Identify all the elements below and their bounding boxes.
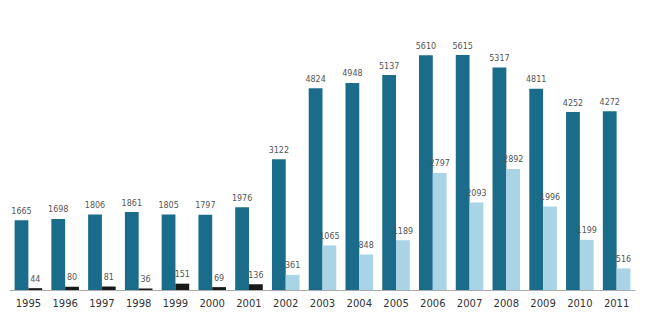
svg-text:1805: 1805 (158, 201, 178, 210)
svg-text:2003: 2003 (310, 298, 335, 309)
svg-text:1997: 1997 (89, 298, 114, 309)
svg-text:1665: 1665 (11, 207, 31, 216)
svg-text:516: 516 (616, 255, 631, 264)
svg-text:5137: 5137 (379, 62, 399, 71)
svg-text:2002: 2002 (273, 298, 298, 309)
svg-text:80: 80 (67, 273, 77, 282)
svg-text:1861: 1861 (122, 199, 142, 208)
svg-text:1996: 1996 (540, 193, 560, 202)
svg-text:2010: 2010 (567, 298, 592, 309)
svg-text:4252: 4252 (563, 99, 583, 108)
svg-text:2005: 2005 (383, 298, 408, 309)
svg-text:1189: 1189 (393, 227, 413, 236)
svg-text:1698: 1698 (48, 205, 68, 214)
svg-text:848: 848 (359, 241, 374, 250)
svg-text:2000: 2000 (199, 298, 224, 309)
svg-text:1976: 1976 (232, 194, 252, 203)
svg-text:2007: 2007 (457, 298, 482, 309)
svg-text:36: 36 (140, 275, 150, 284)
svg-text:2008: 2008 (494, 298, 519, 309)
svg-text:3122: 3122 (269, 146, 289, 155)
svg-text:2892: 2892 (503, 155, 523, 164)
svg-text:5615: 5615 (452, 42, 472, 51)
svg-text:1199: 1199 (577, 226, 597, 235)
svg-text:5610: 5610 (416, 42, 436, 51)
svg-text:1999: 1999 (163, 298, 188, 309)
svg-text:69: 69 (214, 274, 224, 283)
svg-text:1998: 1998 (126, 298, 151, 309)
svg-text:4948: 4948 (342, 69, 362, 78)
svg-text:44: 44 (30, 275, 40, 284)
svg-text:2006: 2006 (420, 298, 445, 309)
svg-text:2093: 2093 (466, 189, 486, 198)
svg-text:4811: 4811 (526, 75, 546, 84)
svg-text:1065: 1065 (319, 232, 339, 241)
svg-text:4272: 4272 (600, 98, 620, 107)
svg-text:1797: 1797 (195, 201, 215, 210)
svg-text:1995: 1995 (16, 298, 41, 309)
svg-text:5317: 5317 (489, 54, 509, 63)
svg-text:1996: 1996 (52, 298, 77, 309)
svg-text:2001: 2001 (236, 298, 261, 309)
svg-text:136: 136 (248, 271, 263, 280)
svg-text:151: 151 (175, 270, 190, 279)
svg-text:1806: 1806 (85, 201, 105, 210)
svg-text:81: 81 (104, 273, 114, 282)
svg-text:361: 361 (285, 261, 300, 270)
svg-text:4824: 4824 (305, 75, 325, 84)
svg-text:2011: 2011 (604, 298, 629, 309)
svg-text:2797: 2797 (430, 159, 450, 168)
svg-text:2009: 2009 (530, 298, 555, 309)
svg-text:2004: 2004 (347, 298, 372, 309)
